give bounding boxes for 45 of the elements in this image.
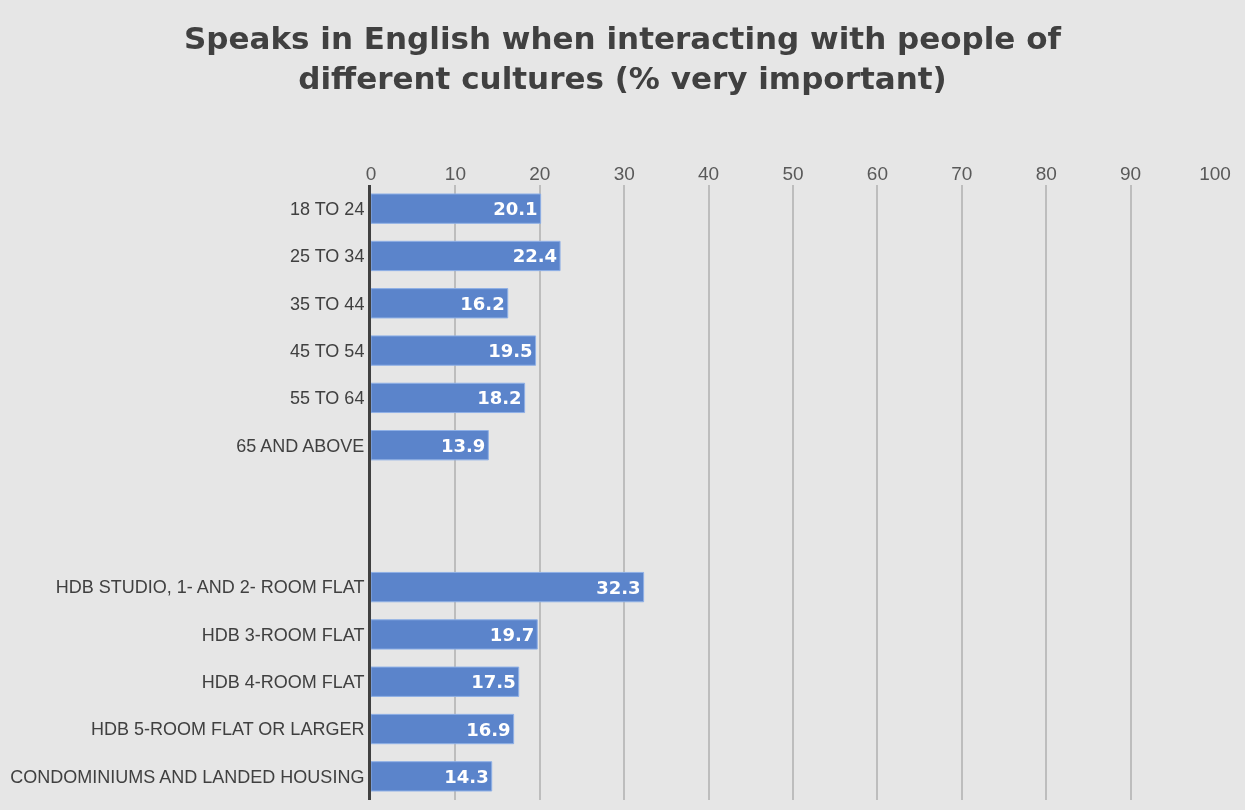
y-tick-label: HDB 5-ROOM FLAT OR LARGER xyxy=(91,719,365,740)
y-tick-label: 45 TO 54 xyxy=(290,340,365,361)
bar xyxy=(371,761,493,792)
data-label: 22.4 xyxy=(512,245,558,267)
data-label: 13.9 xyxy=(440,434,486,456)
bar xyxy=(371,713,515,745)
x-tick-label: 100 xyxy=(1199,163,1231,185)
bar xyxy=(371,619,538,650)
bar xyxy=(371,288,509,319)
bar xyxy=(371,240,561,272)
bar xyxy=(371,430,489,461)
chart-title: Speaks in English when interacting with people of different cultures (% very important) xyxy=(184,19,1062,96)
bar xyxy=(371,571,645,603)
x-tick-label: 40 xyxy=(698,163,720,185)
data-label: 14.3 xyxy=(444,765,489,787)
data-label: 19.7 xyxy=(489,623,535,645)
x-tick-label: 20 xyxy=(529,163,551,185)
bar xyxy=(371,382,526,414)
y-tick-label: 65 AND ABOVE xyxy=(236,435,365,456)
y-tick-label: 35 TO 44 xyxy=(290,293,365,314)
x-tick-label: 90 xyxy=(1120,163,1142,185)
bar xyxy=(371,666,520,697)
x-tick-label: 0 xyxy=(365,163,377,185)
x-tick-label: 70 xyxy=(951,163,973,185)
data-label: 16.9 xyxy=(466,718,511,740)
data-label: 18.2 xyxy=(477,387,522,409)
y-tick-label: HDB 3-ROOM FLAT xyxy=(201,624,365,645)
y-tick-label: 55 TO 64 xyxy=(290,388,365,409)
y-tick-label: HDB STUDIO, 1- AND 2- ROOM FLAT xyxy=(55,577,365,598)
bar xyxy=(371,335,537,366)
data-label: 19.5 xyxy=(488,340,533,362)
y-tick-label: HDB 4-ROOM FLAT xyxy=(201,672,365,693)
y-tick-label: 18 TO 24 xyxy=(290,198,365,219)
x-tick-label: 60 xyxy=(866,163,888,185)
data-label: 17.5 xyxy=(471,671,516,693)
x-tick-label: 10 xyxy=(444,163,466,185)
data-label: 16.2 xyxy=(460,292,505,314)
y-tick-label: 25 TO 34 xyxy=(290,246,365,267)
y-tick-label: CONDOMINIUMS AND LANDED HOUSING xyxy=(10,766,365,787)
x-tick-label: 50 xyxy=(782,163,804,185)
x-tick-label: 30 xyxy=(613,163,635,185)
data-label: 20.1 xyxy=(493,198,538,220)
x-tick-label: 80 xyxy=(1035,163,1057,185)
bar xyxy=(371,193,542,224)
data-label: 32.3 xyxy=(596,576,641,598)
